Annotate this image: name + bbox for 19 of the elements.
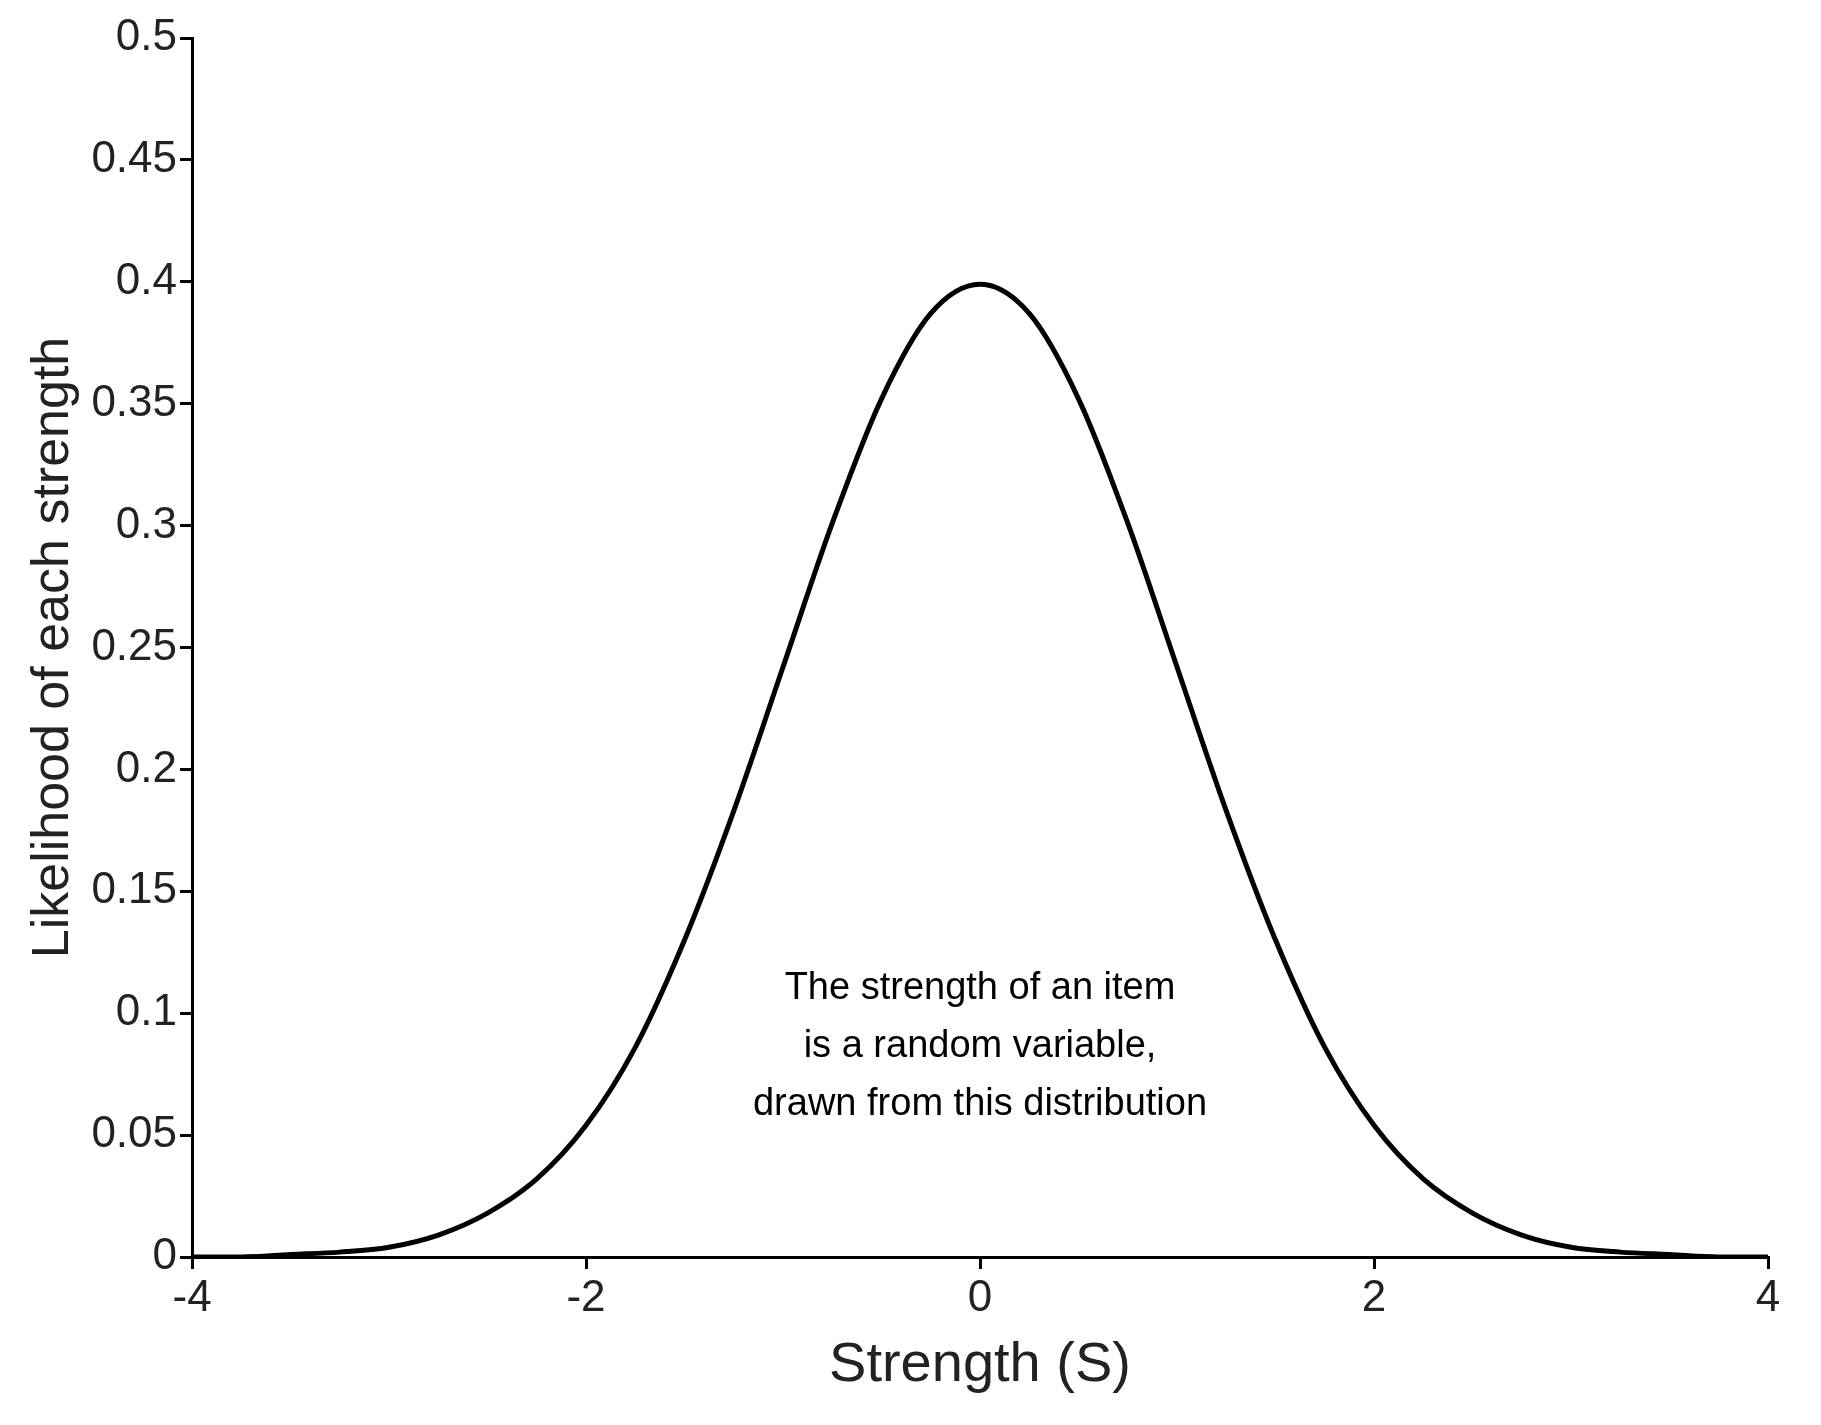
y-tick-label: 0.1 bbox=[115, 985, 178, 1035]
y-tick-label: 0.4 bbox=[115, 253, 178, 303]
x-tick-label: 4 bbox=[1755, 1270, 1781, 1320]
x-tick-label: 2 bbox=[1361, 1270, 1387, 1320]
y-axis-title: Likelihood of each strength bbox=[20, 336, 79, 959]
y-tick-label: 0.35 bbox=[91, 375, 178, 425]
y-tick-label: 0.3 bbox=[115, 497, 178, 547]
annotation: drawn from this distribution bbox=[752, 1081, 1208, 1124]
y-tick-label: 0.5 bbox=[115, 10, 178, 60]
annotation: The strength of an item bbox=[784, 965, 1176, 1008]
annotation: is a random variable, bbox=[803, 1023, 1157, 1066]
y-tick-label: 0.25 bbox=[91, 619, 178, 669]
y-tick-label: 0.15 bbox=[91, 863, 178, 913]
y-tick-label: 0.45 bbox=[91, 132, 178, 182]
x-tick-label: 0 bbox=[967, 1270, 993, 1320]
x-axis-title: Strength (S) bbox=[829, 1329, 1131, 1393]
y-tick-label: 0.05 bbox=[91, 1107, 178, 1157]
y-tick-label: 0.2 bbox=[115, 741, 178, 791]
x-tick-label: -2 bbox=[566, 1270, 606, 1320]
